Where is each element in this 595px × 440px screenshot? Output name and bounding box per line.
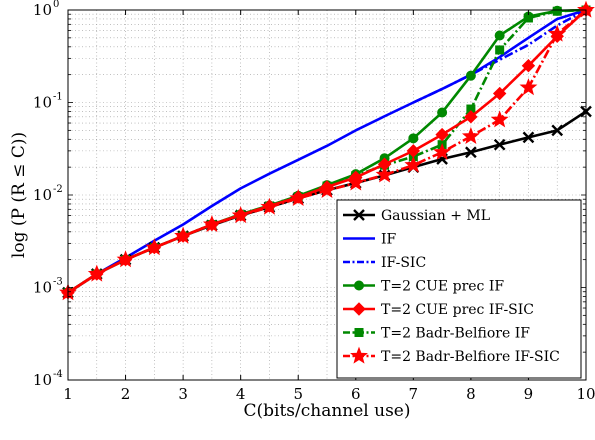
y-tick-exponent: -2 <box>53 184 63 195</box>
data-point <box>548 24 567 42</box>
y-tick-label: 10 <box>33 186 52 204</box>
data-point <box>465 70 476 81</box>
data-point <box>519 78 538 96</box>
data-point <box>404 155 423 173</box>
data-point <box>145 238 164 256</box>
legend-swatch-marker <box>352 302 366 316</box>
legend-item: Gaussian + ML <box>343 208 490 224</box>
data-point <box>87 264 106 282</box>
legend-item: T=2 Badr-Belfiore IF <box>343 326 530 342</box>
data-point <box>346 173 365 191</box>
y-tick-label: 10 <box>33 279 52 297</box>
data-point <box>495 45 505 55</box>
series-layer <box>59 0 595 301</box>
y-tick-label: 10 <box>33 94 52 112</box>
legend-item: IF <box>343 232 397 248</box>
y-tick-label: 10 <box>33 371 52 389</box>
data-point <box>461 126 480 145</box>
legend-swatch-marker <box>353 209 365 221</box>
data-point <box>522 131 535 144</box>
legend-swatch-marker <box>354 328 364 337</box>
y-tick-exponent: -1 <box>53 92 63 103</box>
data-point <box>490 110 509 128</box>
legend: Gaussian + ML IF IF-SIC T=2 CUE prec IF T=2 … <box>336 199 582 379</box>
legend-label: T=2 CUE prec IF-SIC <box>381 302 534 318</box>
x-tick-label: 1 <box>63 385 73 403</box>
data-point <box>260 197 279 215</box>
x-axis-label: C(bits/channel use) <box>243 401 410 421</box>
data-point <box>408 133 419 144</box>
data-point <box>552 6 562 16</box>
x-tick-label: 4 <box>236 385 246 403</box>
x-tick-label: 7 <box>409 385 419 403</box>
data-point <box>435 127 449 142</box>
data-point <box>375 165 394 183</box>
legend-label: T=2 Badr-Belfiore IF <box>381 326 530 342</box>
x-tick-label: 2 <box>121 385 131 403</box>
x-tick-label: 6 <box>351 385 361 403</box>
data-point <box>523 13 533 23</box>
legend-label: IF-SIC <box>381 255 426 271</box>
data-point <box>437 107 448 118</box>
legend-item: T=2 CUE prec IF-SIC <box>343 302 534 318</box>
data-point <box>174 226 193 244</box>
data-point <box>494 30 505 41</box>
data-point <box>318 181 336 199</box>
x-tick-label: 5 <box>293 385 303 403</box>
legend-label: T=2 CUE prec IF <box>381 279 504 295</box>
legend-label: IF <box>381 232 397 248</box>
data-point <box>464 110 478 124</box>
legend-label: T=2 Badr-Belfiore IF-SIC <box>381 349 560 365</box>
legend-label: Gaussian + ML <box>381 208 490 224</box>
x-tick-label: 10 <box>576 385 595 403</box>
data-point <box>493 138 506 151</box>
y-axis-label: log (P (R ≤ C)) <box>9 132 29 258</box>
data-point <box>521 58 536 73</box>
y-tick-exponent: -3 <box>53 277 63 288</box>
data-point <box>231 206 250 224</box>
legend-item: T=2 CUE prec IF <box>343 279 504 295</box>
legend-swatch-marker <box>354 280 364 291</box>
data-point <box>202 215 221 233</box>
y-tick-exponent: 0 <box>53 0 59 10</box>
x-tick-label: 9 <box>524 385 534 403</box>
data-point <box>289 188 308 206</box>
legend-box <box>336 199 582 379</box>
y-tick-label: 10 <box>33 1 52 19</box>
legend-item: T=2 Badr-Belfiore IF-SIC <box>343 346 560 365</box>
x-tick-label: 8 <box>466 385 476 403</box>
data-point <box>551 124 564 137</box>
y-tick-exponent: -4 <box>53 369 63 380</box>
data-point <box>116 250 135 268</box>
x-tick-label: 3 <box>178 385 188 403</box>
data-point <box>492 86 507 101</box>
data-point <box>465 146 477 159</box>
legend-item: IF-SIC <box>343 255 426 271</box>
legend-swatch-marker <box>350 346 368 364</box>
data-point <box>433 142 452 160</box>
